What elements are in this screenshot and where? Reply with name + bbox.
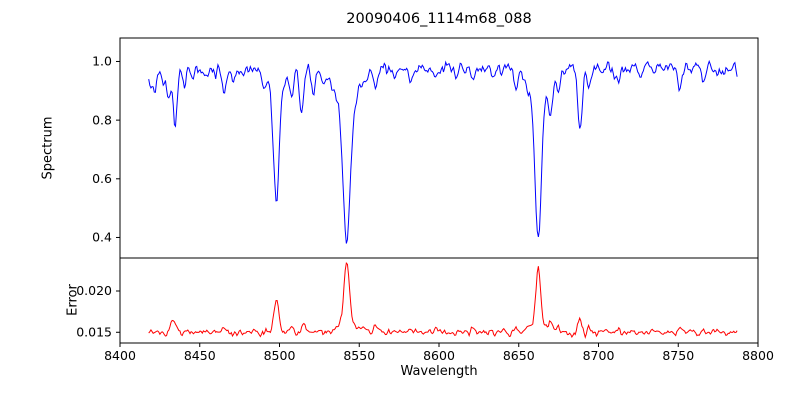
- x-tick-label: 8800: [742, 348, 774, 363]
- spectrum-y-tick-label: 1.0: [92, 54, 112, 69]
- spectrum-y-tick-label: 0.6: [92, 171, 112, 186]
- x-tick-label: 8550: [343, 348, 375, 363]
- x-axis-label: Wavelength: [400, 364, 478, 379]
- spectrum-y-tick-label: 0.8: [92, 112, 112, 127]
- x-tick-label: 8400: [104, 348, 136, 363]
- x-tick-label: 8700: [583, 348, 615, 363]
- error-y-tick-label: 0.015: [76, 324, 112, 339]
- spectrum-line: [148, 59, 738, 244]
- x-tick-label: 8750: [662, 348, 694, 363]
- x-tick-label: 8450: [184, 348, 216, 363]
- chart-title: 20090406_1114m68_088: [346, 11, 532, 27]
- error-line: [148, 261, 738, 340]
- x-tick-label: 8650: [503, 348, 535, 363]
- error-y-tick-label: 0.020: [76, 283, 112, 298]
- x-tick-label: 8500: [264, 348, 296, 363]
- spectrum-y-tick-label: 0.4: [92, 230, 112, 245]
- x-tick-label: 8600: [423, 348, 455, 363]
- spectrum-panel-border: [119, 37, 759, 259]
